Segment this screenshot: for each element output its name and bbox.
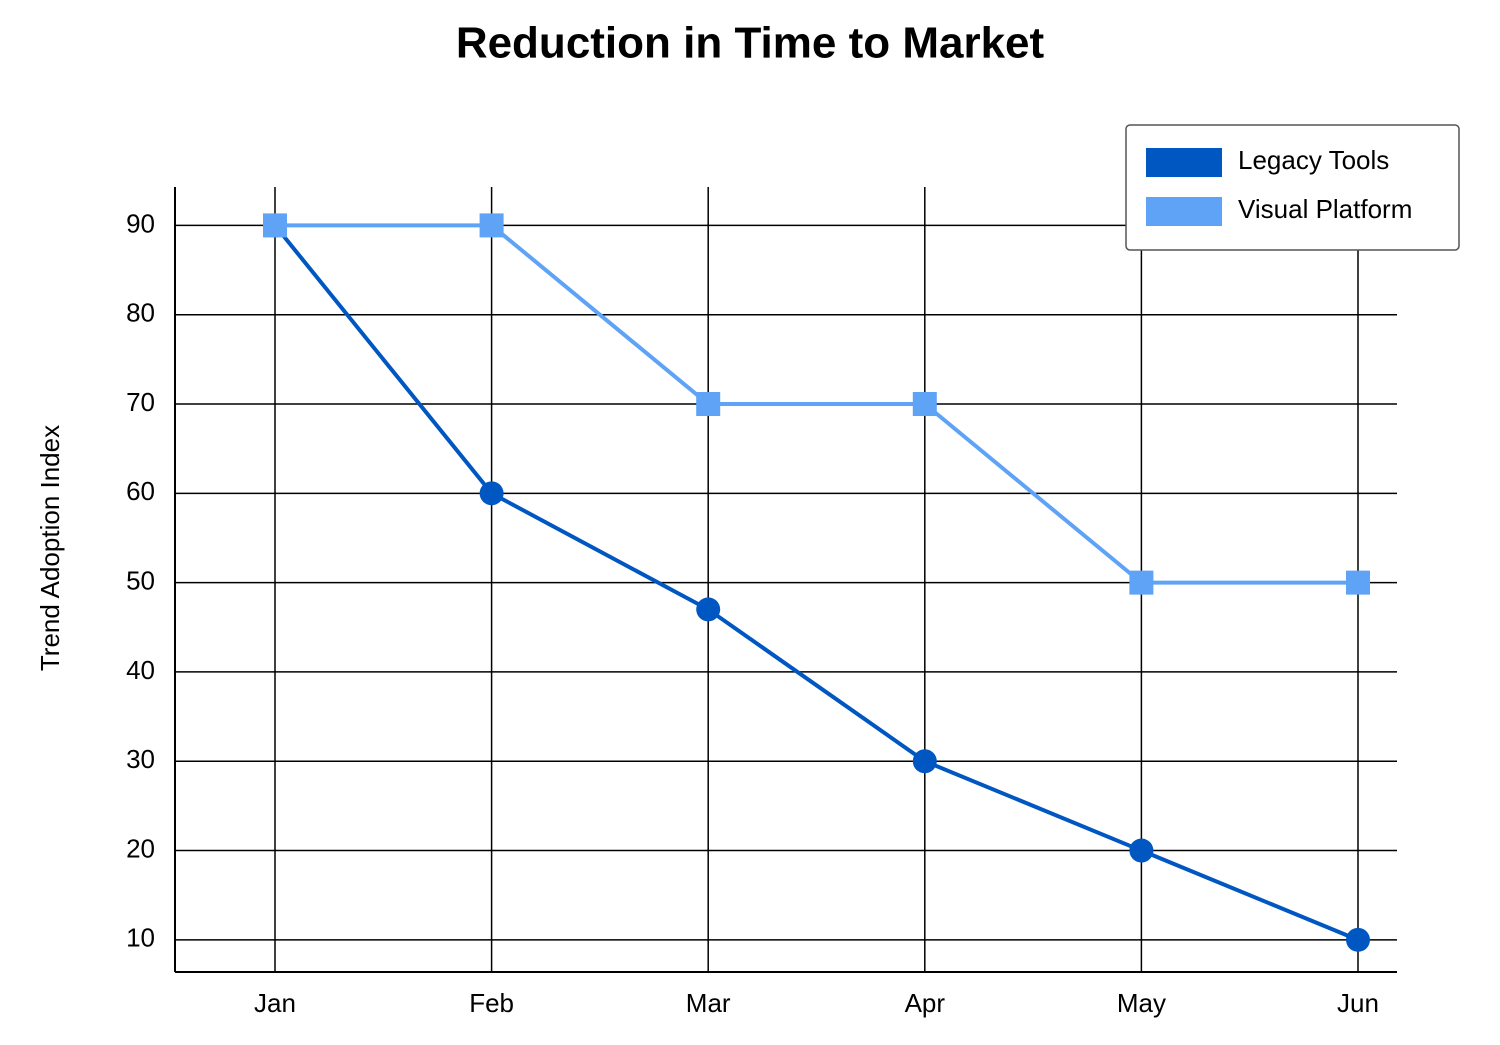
marker <box>479 481 504 506</box>
y-tick-label: 30 <box>126 744 155 774</box>
marker <box>696 392 721 417</box>
legend-swatch <box>1146 197 1222 226</box>
marker <box>1346 570 1370 595</box>
x-tick-label: Feb <box>469 988 514 1018</box>
x-tick-label: Mar <box>686 988 731 1018</box>
x-tick-label: Apr <box>905 988 946 1018</box>
marker <box>912 749 937 774</box>
marker <box>1346 927 1370 952</box>
y-tick-label: 70 <box>126 387 155 417</box>
y-tick-label: 40 <box>126 655 155 685</box>
legend-label: Visual Platform <box>1238 194 1412 224</box>
marker <box>1129 570 1154 595</box>
y-tick-label: 80 <box>126 298 155 328</box>
series-line <box>275 223 1358 585</box>
y-tick-label: 90 <box>126 208 155 238</box>
y-tick-label: 60 <box>126 476 155 506</box>
legend-box <box>1125 124 1460 251</box>
marker <box>696 597 721 622</box>
legend-label: Legacy Tools <box>1238 145 1389 175</box>
chart-title: Reduction in Time to Market <box>456 19 1045 68</box>
series-line <box>273 224 1359 942</box>
marker <box>1129 838 1154 863</box>
marker <box>263 213 287 238</box>
x-tick-label: Jun <box>1337 988 1379 1018</box>
x-tick-label: May <box>1117 988 1166 1018</box>
y-tick-label: 10 <box>126 923 155 953</box>
marker <box>912 392 937 417</box>
y-axis-label: Trend Adoption Index <box>35 425 65 671</box>
y-tick-label: 20 <box>126 833 155 863</box>
x-tick-label: Jan <box>254 988 296 1018</box>
legend-swatch <box>1146 148 1222 177</box>
marker <box>479 213 504 238</box>
y-tick-label: 50 <box>126 566 155 596</box>
